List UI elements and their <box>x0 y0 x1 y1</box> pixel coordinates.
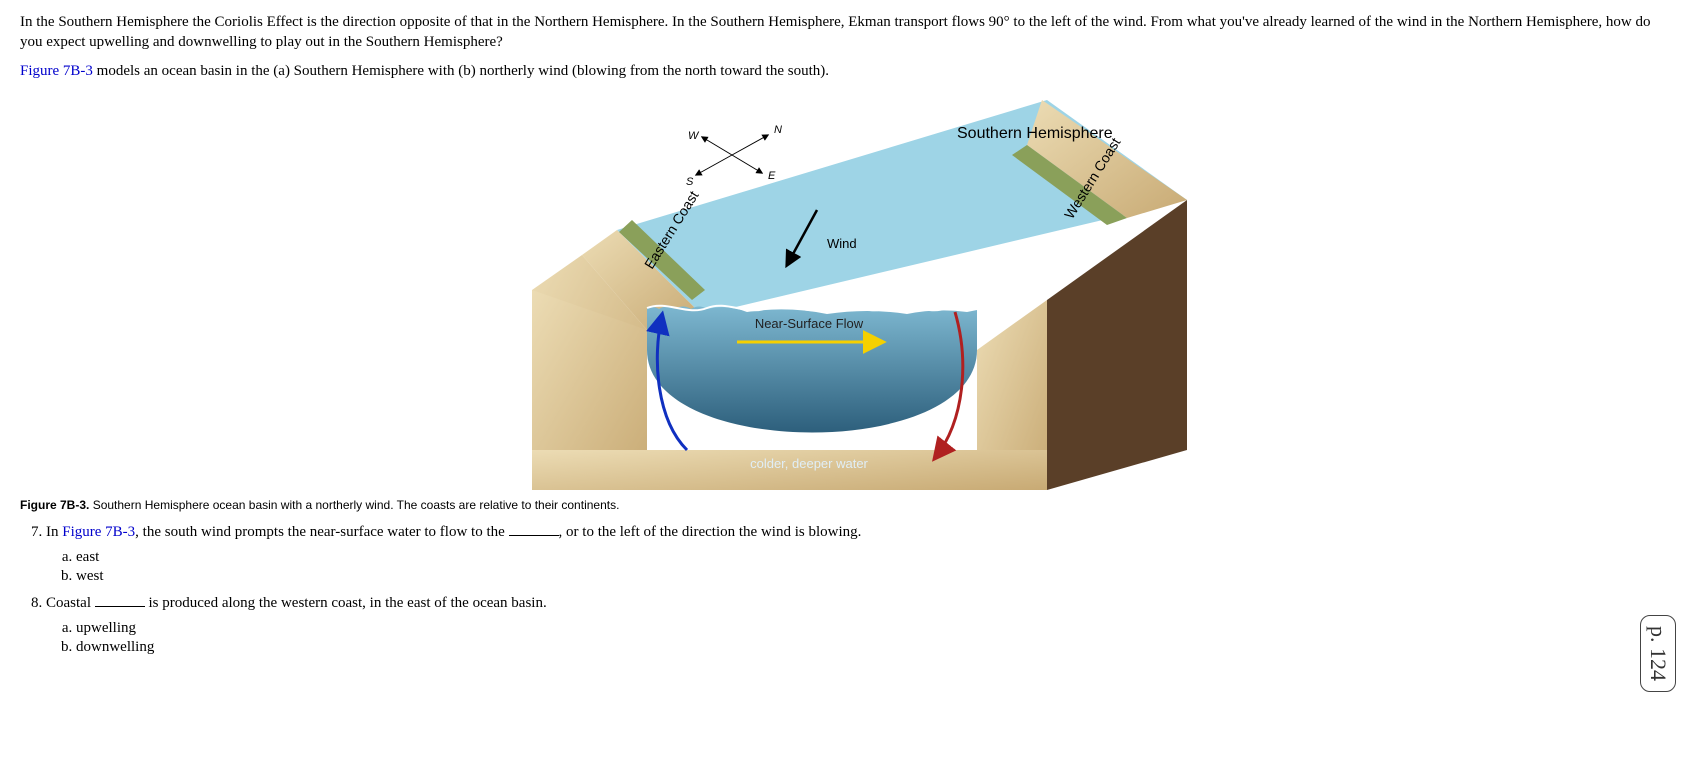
svg-text:E: E <box>768 170 776 182</box>
choice-a[interactable]: upwelling <box>76 620 1674 637</box>
question-7: In Figure 7B-3, the south wind prompts t… <box>46 524 1674 585</box>
caption-text: Southern Hemisphere ocean basin with a n… <box>89 498 619 512</box>
svg-text:N: N <box>774 124 782 136</box>
intro-paragraph: In the Southern Hemisphere the Coriolis … <box>20 12 1674 53</box>
svg-text:Wind: Wind <box>827 236 857 251</box>
choice-b[interactable]: west <box>76 568 1674 585</box>
figure-link[interactable]: Figure 7B-3 <box>20 63 93 79</box>
figure-caption: Figure 7B-3. Southern Hemisphere ocean b… <box>20 498 1674 512</box>
figure-sentence-rest: models an ocean basin in the (a) Souther… <box>93 63 829 79</box>
choices-q7: east west <box>46 549 1674 585</box>
blank-input[interactable] <box>509 535 559 536</box>
svg-text:S: S <box>686 176 694 188</box>
figure-reference-sentence: Figure 7B-3 models an ocean basin in the… <box>20 63 1674 80</box>
svg-text:W: W <box>688 130 700 142</box>
caption-bold: Figure 7B-3. <box>20 498 89 512</box>
blank-input[interactable] <box>95 606 145 607</box>
svg-text:Near-Surface Flow: Near-Surface Flow <box>755 316 864 331</box>
choice-b[interactable]: downwelling <box>76 639 1674 656</box>
page-number-tab: p. 124 <box>1640 615 1676 692</box>
choices-q8: upwelling downwelling <box>46 620 1674 656</box>
figure-link[interactable]: Figure 7B-3 <box>62 524 135 540</box>
svg-text:Southern Hemisphere: Southern Hemisphere <box>957 125 1113 142</box>
choice-a[interactable]: east <box>76 549 1674 566</box>
figure-7b-3: Near-Surface Flow Wind colder, deeper wa… <box>20 90 1674 490</box>
question-list: In Figure 7B-3, the south wind prompts t… <box>20 524 1674 656</box>
svg-text:colder, deeper water: colder, deeper water <box>750 456 868 471</box>
question-8: Coastal is produced along the western co… <box>46 595 1674 656</box>
